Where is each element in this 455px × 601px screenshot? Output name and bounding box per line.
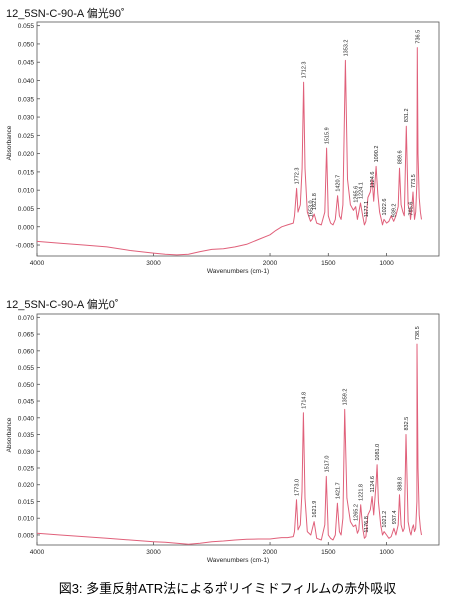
y-tick-label: 0.070 [18,315,35,322]
x-tick-label: 4000 [30,260,45,267]
spectrum-line [36,343,422,545]
peak-label: 795.6 [408,202,414,216]
peak-label: 1022.6 [382,199,388,216]
peak-label: 939.2 [392,204,398,218]
y-tick-label: -0.005 [16,243,35,250]
peak-label: 738.5 [415,326,421,340]
peak-label: 773.5 [411,174,417,188]
peak-label: 1772.3 [295,168,301,185]
y-tick-label: 0.050 [18,41,35,48]
x-tick-label: 2000 [263,260,278,267]
x-tick-label: 2000 [263,549,278,556]
y-tick-label: 0.045 [18,399,35,406]
peak-label: 1773.0 [294,479,300,496]
peak-label: 1265.2 [354,504,360,521]
peak-label: 889.6 [397,150,403,164]
y-tick-label: 0.035 [18,432,35,439]
y-tick-label: 0.045 [18,60,35,67]
chart-title-90: 12_5SN-C-90-A 偏光90˚ [6,8,125,20]
y-tick-label: 0.030 [18,115,35,122]
x-tick-label: 1500 [321,549,336,556]
peak-label: 1714.8 [301,392,307,409]
x-tick-label: 3000 [146,260,161,267]
peak-label: 1653.0 [308,200,314,217]
x-tick-label: 4000 [30,549,45,556]
x-axis-label: Wavenumbers (cm-1) [207,268,269,275]
x-axis-label: Wavenumbers (cm-1) [207,557,269,564]
chart-title-0: 12_5SN-C-90-A 偏光0˚ [6,299,119,311]
peak-label: 1515.9 [324,127,330,144]
y-tick-label: 0.010 [18,516,35,523]
y-tick-label: 0.020 [18,151,35,158]
peak-label: 1221.8 [359,484,365,501]
y-tick-label: 0.055 [18,23,35,30]
y-tick-label: 0.040 [18,78,35,85]
peak-label: 1621.8 [312,193,318,210]
spectrum-chart-0: 0.005 0.010 0.015 0.020 0.025 0.030 0.035 0.040… [6,313,440,564]
peak-label: 832.5 [404,417,410,431]
y-tick-label: 0.065 [18,332,35,339]
y-tick-label: 0.050 [18,382,35,389]
spectrum-chart-90: -0.005 0.000 0.005 0.010 0.015 0.020 0.025 0.03… [6,21,440,275]
y-tick-label: 0.030 [18,449,35,456]
x-tick-label: 1000 [379,549,394,556]
peak-label: 1177.1 [364,201,370,217]
y-tick-label: 0.005 [18,206,35,213]
y-tick-label: 0.060 [18,348,35,355]
plot-frame [36,313,440,546]
y-tick-label: 0.025 [18,466,35,473]
peak-label: 736.5 [415,30,421,44]
peak-label: 1021.2 [382,511,388,528]
y-tick-label: 0.020 [18,482,35,489]
x-tick-label: 3000 [146,549,161,556]
peak-label: 1420.7 [336,175,342,192]
y-axis-label: Absorbance [6,417,13,452]
peak-label: 1517.0 [324,456,330,473]
peak-label: 1353.2 [343,40,349,57]
x-tick-label: 1000 [379,260,394,267]
y-tick-label: 0.010 [18,188,35,195]
y-tick-label: 0.025 [18,133,35,140]
peak-label: 1176.8 [364,516,370,532]
peak-label: 1090.2 [374,146,380,163]
peak-label: 1224.1 [358,182,364,199]
spectrum-line [36,47,422,256]
peak-label: 1421.7 [335,482,341,499]
y-tick-label: 0.005 [18,532,35,539]
y-tick-label: 0.055 [18,365,35,372]
peak-label: 888.8 [398,477,404,491]
plot-frame [36,21,440,257]
figure-caption: 図3: 多重反射ATR法によるポリイミドフィルムの赤外吸収 [58,581,397,596]
peak-label: 1621.9 [312,501,318,518]
peak-label: 1124.6 [370,172,376,188]
peak-label: 831.2 [404,108,410,122]
y-tick-label: 0.000 [18,224,35,231]
x-tick-label: 1500 [321,260,336,267]
peak-label: 1265.6 [354,186,360,203]
y-tick-label: 0.035 [18,96,35,103]
peak-label: 1124.6 [370,476,376,492]
peak-label: 937.4 [392,510,398,524]
y-tick-label: 0.015 [18,499,35,506]
peak-label: 1359.2 [343,389,349,406]
y-tick-label: 0.015 [18,169,35,176]
y-axis-label: Absorbance [6,125,13,160]
peak-label: 1081.0 [375,444,381,461]
y-tick-label: 0.040 [18,415,35,422]
peak-label: 1712.3 [302,62,308,79]
